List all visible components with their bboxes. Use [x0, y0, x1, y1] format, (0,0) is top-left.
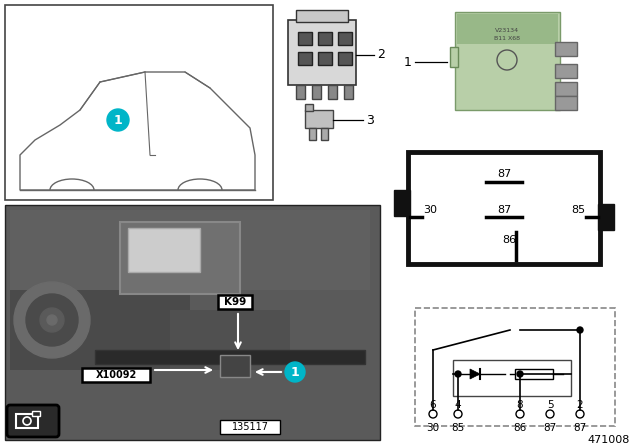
Bar: [305, 110, 333, 128]
Bar: [321, 128, 328, 140]
Bar: [95, 350, 365, 364]
Circle shape: [517, 371, 523, 377]
Text: 86: 86: [502, 235, 516, 245]
Bar: [296, 85, 305, 99]
Text: 4: 4: [454, 400, 461, 410]
Circle shape: [40, 308, 64, 332]
Bar: [555, 42, 577, 56]
Bar: [309, 128, 316, 140]
Bar: [170, 310, 290, 370]
Bar: [16, 414, 38, 428]
Text: 5: 5: [547, 400, 554, 410]
Bar: [457, 14, 558, 44]
Text: 2: 2: [577, 400, 583, 410]
Bar: [328, 85, 337, 99]
Bar: [555, 96, 577, 110]
Text: 87: 87: [497, 169, 511, 179]
Text: V23134: V23134: [495, 27, 519, 33]
Bar: [415, 308, 615, 426]
Text: 1: 1: [404, 56, 412, 69]
Bar: [450, 47, 458, 67]
Bar: [318, 32, 332, 45]
Bar: [82, 368, 150, 382]
Text: 87: 87: [573, 423, 587, 433]
Circle shape: [14, 282, 90, 358]
Bar: [10, 290, 190, 370]
Text: B11 X68: B11 X68: [494, 35, 520, 40]
Bar: [408, 152, 600, 264]
Text: 471008: 471008: [588, 435, 630, 445]
Bar: [555, 82, 577, 96]
Text: 87: 87: [497, 205, 511, 215]
Bar: [120, 222, 240, 294]
Text: 86: 86: [513, 423, 527, 433]
Bar: [344, 85, 353, 99]
FancyBboxPatch shape: [7, 405, 59, 437]
Text: X10092: X10092: [95, 370, 136, 380]
Bar: [598, 204, 614, 230]
Bar: [305, 104, 313, 111]
Text: 30: 30: [423, 205, 437, 215]
Circle shape: [47, 315, 57, 325]
Text: 85: 85: [571, 205, 585, 215]
Polygon shape: [470, 369, 480, 379]
Text: 85: 85: [451, 423, 465, 433]
Text: 6: 6: [429, 400, 436, 410]
Bar: [394, 190, 410, 216]
Bar: [555, 64, 577, 78]
Bar: [220, 420, 280, 434]
Bar: [298, 32, 312, 45]
Text: 30: 30: [426, 423, 440, 433]
Bar: [218, 295, 252, 309]
Text: 87: 87: [543, 423, 557, 433]
Text: K99: K99: [224, 297, 246, 307]
Bar: [453, 360, 571, 396]
Bar: [5, 5, 273, 200]
Text: 135117: 135117: [232, 422, 269, 432]
Circle shape: [455, 371, 461, 377]
Circle shape: [577, 327, 583, 333]
Bar: [338, 32, 352, 45]
Bar: [32, 411, 40, 416]
Circle shape: [285, 362, 305, 382]
Bar: [318, 52, 332, 65]
Bar: [296, 10, 348, 22]
Bar: [288, 20, 356, 85]
Text: 1: 1: [114, 113, 122, 126]
Text: 3: 3: [366, 113, 374, 126]
Circle shape: [107, 109, 129, 131]
Bar: [128, 228, 200, 272]
Bar: [298, 52, 312, 65]
Text: 2: 2: [377, 48, 385, 61]
Bar: [515, 369, 553, 379]
Bar: [5, 205, 380, 440]
Bar: [220, 355, 250, 377]
Bar: [10, 210, 370, 290]
Bar: [455, 12, 560, 110]
Text: 8: 8: [516, 400, 524, 410]
Bar: [338, 52, 352, 65]
Circle shape: [26, 294, 78, 346]
Bar: [312, 85, 321, 99]
Text: 1: 1: [291, 366, 300, 379]
